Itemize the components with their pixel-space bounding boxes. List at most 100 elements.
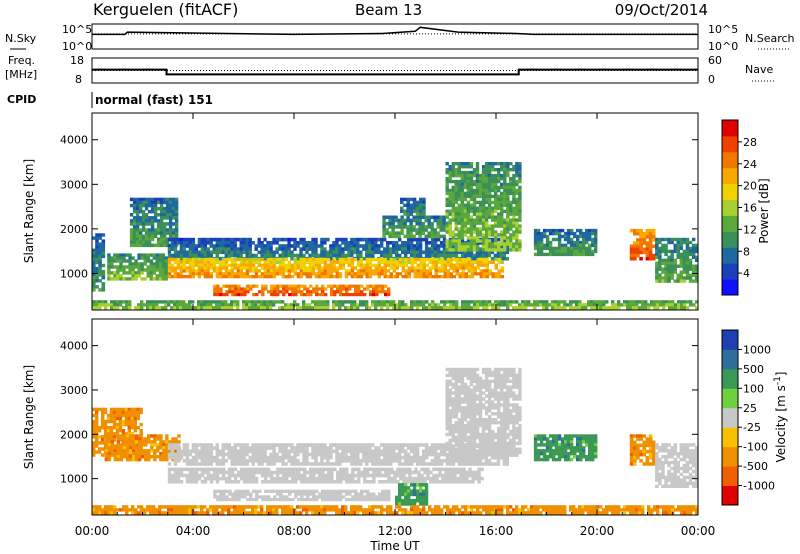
heat-cell (212, 257, 217, 262)
freq-left-tick-bottom: 8 (75, 73, 82, 86)
heat-cell (138, 457, 142, 462)
heat-cell (365, 253, 369, 258)
heat-cell (167, 480, 172, 484)
heat-cell (176, 459, 181, 463)
heat-cell (109, 429, 114, 433)
heat-cell (386, 260, 390, 264)
heat-cell (251, 476, 256, 481)
heat-cell (431, 306, 435, 310)
heat-cell (215, 260, 220, 264)
heat-cell (691, 246, 696, 251)
heat-cell (341, 253, 345, 258)
heat-cell (138, 200, 143, 205)
heat-cell (168, 219, 173, 223)
heat-cell (596, 300, 600, 304)
heat-cell (512, 306, 516, 310)
heat-cell (305, 306, 309, 310)
heat-cell (386, 306, 390, 310)
heat-cell (671, 303, 675, 307)
heat-cell (401, 446, 405, 450)
heat-cell (116, 268, 120, 272)
heat-cell (451, 165, 455, 169)
heat-cell (410, 303, 414, 307)
heat-cell (234, 287, 238, 291)
heat-cell (407, 443, 411, 447)
heat-cell (173, 275, 178, 279)
heat-cell (422, 300, 426, 304)
heat-cell (100, 435, 105, 439)
heat-cell (272, 452, 276, 457)
heat-cell (368, 260, 372, 264)
heat-cell (341, 237, 345, 242)
heat-cell (98, 300, 102, 304)
heat-cell (365, 266, 369, 270)
heat-cell (269, 446, 273, 450)
heat-cell (478, 185, 483, 190)
heat-cell (482, 272, 486, 276)
heat-cell (359, 446, 363, 450)
heat-cell (436, 234, 440, 239)
heat-cell (469, 250, 474, 255)
heat-cell (194, 452, 199, 457)
heat-cell (344, 260, 349, 264)
heat-cell (377, 272, 381, 276)
heat-cell (655, 237, 659, 242)
heat-cell (215, 244, 219, 248)
heat-cell (197, 300, 201, 304)
heat-cell (320, 455, 324, 460)
heat-cell (159, 203, 164, 208)
heat-cell (475, 245, 480, 249)
heat-cell (469, 191, 474, 196)
heat-cell (138, 219, 143, 223)
heat-cell (330, 470, 334, 475)
heat-cell (227, 253, 231, 258)
heat-cell (487, 165, 492, 169)
heat-cell (500, 206, 504, 210)
heat-cell (448, 200, 452, 205)
heat-cell (463, 162, 468, 166)
heat-cell (424, 449, 429, 454)
heat-cell (487, 462, 492, 466)
heat-cell (212, 446, 216, 450)
heat-cell (152, 256, 156, 260)
heat-cell (518, 162, 522, 166)
heat-cell (194, 446, 199, 450)
heat-cell (230, 446, 234, 450)
heat-cell (445, 182, 449, 187)
heat-cell (318, 293, 322, 297)
heat-cell (392, 459, 396, 463)
heat-cell (312, 290, 316, 294)
heat-cell (302, 443, 306, 447)
heat-cell (466, 227, 471, 231)
heat-cell (487, 170, 492, 175)
heat-cell (110, 440, 115, 444)
heat-cell (673, 264, 677, 268)
heat-cell (670, 264, 674, 268)
heat-cell (119, 455, 124, 459)
heat-cell (164, 274, 169, 278)
heat-cell (107, 452, 112, 456)
heat-cell (272, 303, 276, 307)
heat-cell (156, 231, 161, 235)
heat-cell (658, 267, 662, 271)
heat-cell (303, 287, 307, 291)
heat-cell (92, 413, 96, 418)
heat-cell (469, 185, 474, 190)
heat-cell (539, 231, 544, 236)
heat-cell (122, 300, 126, 304)
heat-cell (302, 459, 306, 463)
heat-cell (107, 253, 111, 257)
heat-cell (242, 446, 246, 450)
heat-cell (100, 407, 105, 412)
heat-cell (497, 275, 501, 279)
heat-cell (159, 440, 163, 444)
heat-cell (116, 440, 121, 444)
heat-cell (476, 263, 480, 267)
heat-cell (418, 215, 422, 220)
heat-cell (236, 459, 240, 463)
heat-cell (490, 206, 495, 210)
heat-cell (554, 246, 559, 251)
heat-cell (467, 263, 471, 267)
heat-cell (475, 162, 480, 166)
heat-cell (427, 449, 432, 454)
